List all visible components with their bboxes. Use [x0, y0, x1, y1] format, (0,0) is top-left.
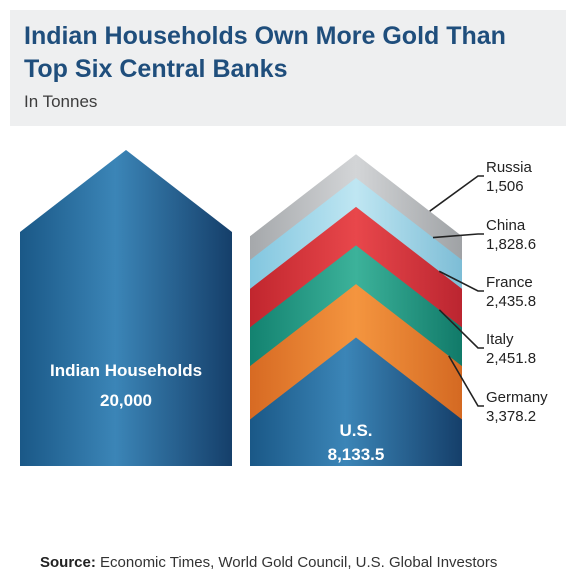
callout-group: Russia 1,506 China 1,828.6 France 2,435.8 Ital… [429, 159, 548, 425]
source-label: Source: [40, 554, 96, 571]
callout-line [448, 355, 484, 407]
households-label: Indian Households [50, 361, 202, 380]
callout-value: 1,828.6 [486, 236, 536, 253]
us-label: U.S. [339, 421, 372, 440]
chart-subtitle: In Tonnes [24, 92, 98, 111]
callout-country: Russia [486, 159, 533, 176]
chart-area: Indian Households 20,000 U.S. 8,133.5 Ru… [20, 150, 548, 466]
callout-line [432, 233, 484, 239]
households-arrow [20, 150, 232, 466]
callout-value: 1,506 [486, 178, 524, 195]
households-value: 20,000 [100, 391, 152, 410]
source-note: Source: Economic Times, World Gold Counc… [40, 554, 497, 571]
callout-country: Germany [486, 389, 548, 406]
callout-line [429, 175, 484, 212]
callout-country: France [486, 274, 533, 291]
callout-country: China [486, 217, 526, 234]
callout-value: 2,451.8 [486, 350, 536, 367]
chart-header: Indian Households Own More Gold Than Top… [10, 10, 566, 126]
callout-country: Italy [486, 331, 514, 348]
callout-value: 2,435.8 [486, 293, 536, 310]
us-value: 8,133.5 [328, 445, 385, 464]
callout-value: 3,378.2 [486, 408, 536, 425]
callout-line [438, 309, 484, 349]
central-banks-stack [250, 154, 462, 466]
source-text: Economic Times, World Gold Council, U.S.… [100, 554, 498, 571]
chart-title: Indian Households Own More Gold Than Top… [24, 22, 506, 83]
stack-layer-us [250, 337, 462, 466]
callout-line [438, 270, 484, 292]
